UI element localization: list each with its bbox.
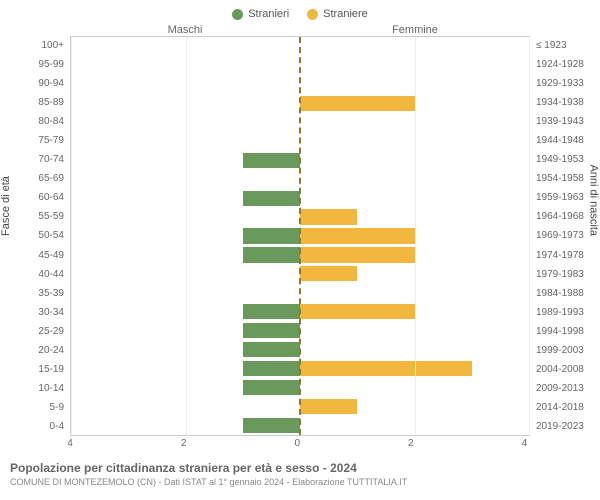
- header-male: Maschi: [70, 24, 300, 36]
- y-tick-age: 70-74: [0, 150, 64, 169]
- y-tick-birth: 1949-1953: [536, 150, 600, 169]
- y-tick-age: 65-69: [0, 169, 64, 188]
- y-tick-age: 35-39: [0, 284, 64, 303]
- bar-male: [243, 323, 300, 338]
- bar-female: [300, 304, 415, 319]
- bar-male: [243, 304, 300, 319]
- bar-male: [243, 342, 300, 357]
- y-tick-age: 95-99: [0, 55, 64, 74]
- x-tick: 2: [181, 438, 187, 449]
- gridline: [186, 37, 187, 435]
- y-tick-age: 15-19: [0, 360, 64, 379]
- legend-swatch: [232, 9, 243, 20]
- bar-female: [300, 361, 472, 376]
- y-tick-age: 85-89: [0, 93, 64, 112]
- gridline: [529, 37, 530, 435]
- bar-female: [300, 209, 357, 224]
- y-tick-birth: 1954-1958: [536, 169, 600, 188]
- y-tick-age: 10-14: [0, 379, 64, 398]
- y-tick-birth: 1989-1993: [536, 303, 600, 322]
- legend: Stranieri Straniere: [0, 0, 600, 24]
- gridline: [415, 37, 416, 435]
- y-tick-birth: 1999-2003: [536, 341, 600, 360]
- y-tick-age: 45-49: [0, 246, 64, 265]
- bar-female: [300, 228, 415, 243]
- y-tick-birth: 1979-1983: [536, 265, 600, 284]
- y-tick-age: 75-79: [0, 131, 64, 150]
- y-tick-age: 50-54: [0, 226, 64, 245]
- bar-male: [243, 380, 300, 395]
- legend-item: Straniere: [307, 8, 368, 20]
- y-tick-birth: 1974-1978: [536, 246, 600, 265]
- y-tick-age: 25-29: [0, 322, 64, 341]
- bar-male: [243, 153, 300, 168]
- legend-item: Stranieri: [232, 8, 289, 20]
- y-tick-birth: 1934-1938: [536, 93, 600, 112]
- y-tick-birth: 1964-1968: [536, 207, 600, 226]
- y-tick-age: 60-64: [0, 188, 64, 207]
- footer: Popolazione per cittadinanza straniera p…: [0, 449, 600, 491]
- x-tick: 4: [67, 438, 73, 449]
- y-tick-birth: 1929-1933: [536, 74, 600, 93]
- legend-swatch: [307, 9, 318, 20]
- bar-male: [243, 361, 300, 376]
- bar-male: [243, 418, 300, 433]
- header-female: Femmine: [300, 24, 530, 36]
- footer-title: Popolazione per cittadinanza straniera p…: [10, 461, 590, 475]
- y-tick-age: 55-59: [0, 207, 64, 226]
- center-line: [299, 37, 301, 435]
- legend-label: Stranieri: [248, 8, 289, 20]
- y-tick-age: 20-24: [0, 341, 64, 360]
- y-tick-birth: 2019-2023: [536, 417, 600, 436]
- bar-male: [243, 228, 300, 243]
- x-tick: 0: [294, 438, 300, 449]
- footer-subtitle: COMUNE DI MONTEZEMOLO (CN) - Dati ISTAT …: [10, 477, 590, 487]
- x-tick: 2: [408, 438, 414, 449]
- y-tick-birth: 2004-2008: [536, 360, 600, 379]
- y-tick-birth: 1984-1988: [536, 284, 600, 303]
- y-tick-age: 30-34: [0, 303, 64, 322]
- y-tick-age: 0-4: [0, 417, 64, 436]
- bar-female: [300, 266, 357, 281]
- plot: [70, 36, 530, 436]
- legend-label: Straniere: [323, 8, 368, 20]
- x-axis: 4 2 0 2 4: [0, 438, 600, 449]
- y-axis-left: 100+95-9990-9485-8980-8475-7970-7465-696…: [0, 36, 70, 436]
- bar-female: [300, 96, 415, 111]
- bar-female: [300, 399, 357, 414]
- y-tick-birth: 1939-1943: [536, 112, 600, 131]
- bar-male: [243, 191, 300, 206]
- y-tick-age: 5-9: [0, 398, 64, 417]
- x-tick: 4: [522, 438, 528, 449]
- y-tick-birth: 1944-1948: [536, 131, 600, 150]
- y-tick-age: 100+: [0, 36, 64, 55]
- bar-female: [300, 247, 415, 262]
- y-tick-birth: 1959-1963: [536, 188, 600, 207]
- y-tick-birth: 2014-2018: [536, 398, 600, 417]
- y-tick-birth: 1969-1973: [536, 226, 600, 245]
- y-tick-birth: 1994-1998: [536, 322, 600, 341]
- column-headers: Maschi Femmine: [0, 24, 600, 36]
- y-tick-birth: 2009-2013: [536, 379, 600, 398]
- bar-male: [243, 247, 300, 262]
- y-tick-age: 90-94: [0, 74, 64, 93]
- y-tick-age: 80-84: [0, 112, 64, 131]
- chart-area: 100+95-9990-9485-8980-8475-7970-7465-696…: [0, 36, 600, 436]
- y-tick-birth: 1924-1928: [536, 55, 600, 74]
- y-tick-birth: ≤ 1923: [536, 36, 600, 55]
- y-axis-right: ≤ 19231924-19281929-19331934-19381939-19…: [530, 36, 600, 436]
- gridline: [71, 37, 72, 435]
- y-tick-age: 40-44: [0, 265, 64, 284]
